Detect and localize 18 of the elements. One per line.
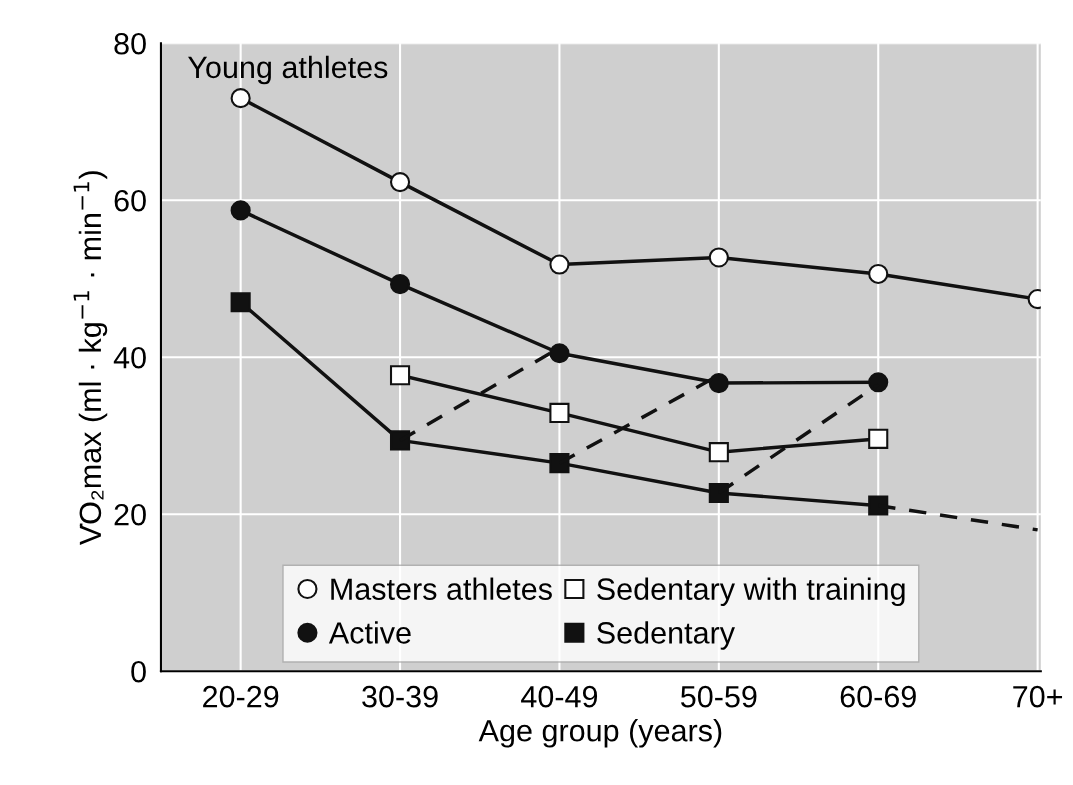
y-tick-label: 60 bbox=[114, 189, 146, 212]
legend-label: Active bbox=[328, 621, 411, 644]
x-tick-label: 30-39 bbox=[362, 685, 438, 708]
x-tick-label: 60-69 bbox=[840, 685, 916, 708]
legend-label: Masters athletes bbox=[331, 577, 552, 600]
x-tick-label: 70+ bbox=[1013, 685, 1063, 708]
y-axis-title: V̇O₂max (ml · kg$^{−1}$ · min$^{−1}$) bbox=[73, 171, 108, 546]
x-tick-label: 50-59 bbox=[680, 685, 757, 708]
legend-label: Sedentary bbox=[597, 621, 735, 650]
y-tick-label: 0 bbox=[131, 660, 146, 683]
x-tick-label: 40-49 bbox=[521, 685, 598, 708]
y-tick-label: 40 bbox=[113, 346, 146, 369]
legend-label: Sedentary with training bbox=[597, 577, 905, 607]
x-axis-title: Age group (years) bbox=[478, 719, 722, 748]
x-tick-label: 20-29 bbox=[203, 685, 279, 708]
y-tick-label: 80 bbox=[114, 32, 146, 55]
annotation: Young athletes bbox=[188, 55, 388, 85]
y-tick-label: 20 bbox=[114, 503, 146, 526]
